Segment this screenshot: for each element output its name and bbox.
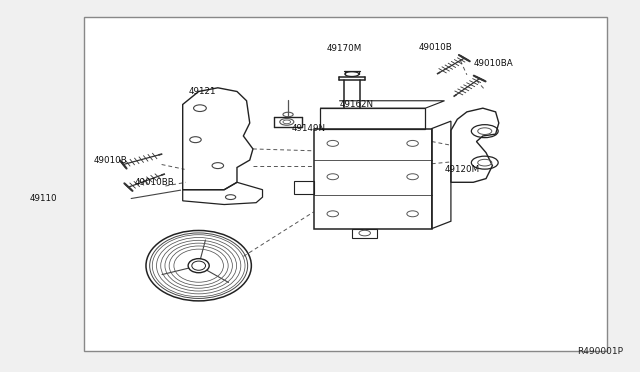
Bar [314,129,432,229]
Bar [352,229,378,238]
Text: 49010BB: 49010BB [135,178,175,187]
Bar [84,17,607,351]
Text: 49162N: 49162N [339,100,373,109]
Bar [294,181,314,193]
Bar [320,108,426,129]
Text: 49170M: 49170M [326,44,362,53]
Text: 49010B: 49010B [419,42,452,51]
Text: 49149N: 49149N [291,124,325,133]
Text: 49121: 49121 [189,87,216,96]
Text: 49110: 49110 [29,195,57,203]
Text: 49010B: 49010B [93,155,127,164]
Text: 49120M: 49120M [445,165,479,174]
Text: R490001P: R490001P [577,347,623,356]
Text: 49010BA: 49010BA [473,59,513,68]
